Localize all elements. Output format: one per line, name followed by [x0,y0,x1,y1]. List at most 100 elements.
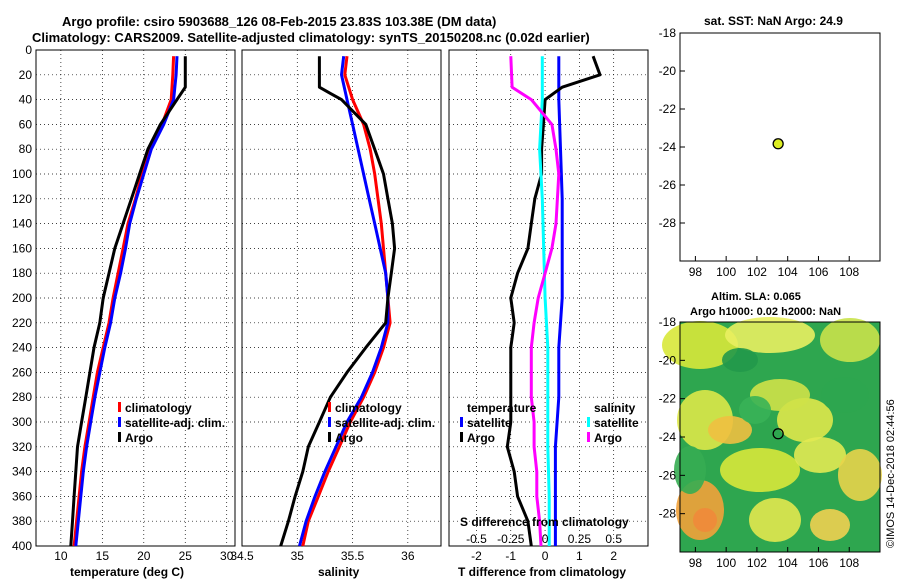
sla-field-blob [708,416,752,444]
salinity-xticks: 34.5 35 35.5 36 [230,549,415,563]
legend-swatch-s-satellite [587,417,590,427]
x-tick-label: 10 [54,549,68,563]
temperature-yticks: 0 20 40 60 80 100 120 140 160 180 200 220 240 260 280 3… [12,43,32,553]
temperature-panel: 0 20 40 60 80 100 120 140 160 180 200 220 240 260 280 3… [12,43,236,579]
legend-satellite: satellite-adj. clim. [335,416,435,430]
sla-heatmap [662,317,882,542]
temperature-xticks: 10 15 20 25 30 [54,549,234,563]
y-tick-label: 120 [12,192,32,206]
sst-panel: sat. SST: NaN Argo: 24.9 98 100 102 104 106 1… [659,14,881,279]
salinity-series [279,56,397,547]
profile-location-marker [772,428,784,440]
series-satellite-adj-clim- [74,56,179,547]
y-tick-label: 200 [12,291,32,305]
legend-s-argo: Argo [594,431,622,445]
difference-panel: -2 -1 0 1 2 -0.5 -0.25 0 0.25 0.5 S difference f… [448,49,649,579]
y-tick-label: -26 [659,468,677,482]
sla-field-blob [810,509,850,541]
sla-field-blob [820,318,880,362]
y-tick-label: -20 [659,64,677,78]
sla-field-blob [749,498,801,542]
legend-swatch-climatology [328,402,331,412]
x-tick-label: 100 [716,556,736,570]
sla-field-blob [674,446,706,494]
x-tick-label: 108 [839,265,859,279]
legend-climatology: climatology [335,401,402,415]
y-tick-label: -26 [659,178,677,192]
legend-swatch-satellite [118,417,121,427]
x-tick-label: 104 [778,265,798,279]
s-tick-label: -0.5 [466,532,487,546]
difference-series [505,55,602,547]
temperature-frame [35,49,236,547]
legend-argo: Argo [335,431,363,445]
series-argo [69,56,187,547]
x-tick-label: -2 [471,549,482,563]
difference-legend: temperature satellite Argo salinity sate… [460,401,639,445]
x-tick-label: 98 [689,265,703,279]
salinity-panel: 34.5 35 35.5 36 salinity climatology satell… [230,49,442,579]
x-tick-label: -1 [505,549,516,563]
salinity-grid [241,49,441,547]
y-tick-label: 360 [12,489,32,503]
sst-points [772,138,784,150]
x-tick-label: 2 [610,549,617,563]
title-line1: Argo profile: csiro 5903688_126 08-Feb-2… [62,14,496,29]
legend-s-satellite: satellite [594,416,639,430]
legend-t-satellite: satellite [467,416,512,430]
series-s-argo [509,56,561,547]
s-tick-label: 0 [542,532,549,546]
legend-swatch-t-argo [460,432,463,442]
temperature-legend: climatology satellite-adj. clim. Argo [118,401,225,445]
difference-s-label: S difference from climatology [460,515,629,529]
x-tick-label: 34.5 [230,549,254,563]
y-tick-label: 180 [12,266,32,280]
sla-field-blob [662,321,738,369]
y-tick-label: 140 [12,217,32,231]
legend-climatology: climatology [125,401,192,415]
y-tick-label: 220 [12,316,32,330]
sla-title2: Argo h1000: 0.02 h2000: NaN [690,306,841,318]
y-tick-label: 380 [12,514,32,528]
x-tick-label: 106 [808,265,828,279]
x-tick-label: 35 [291,549,305,563]
y-tick-label: 40 [19,93,33,107]
y-tick-label: -24 [659,140,677,154]
legend-temperature-title: temperature [467,401,537,415]
x-tick-label: 108 [839,556,859,570]
y-tick-label: 60 [19,117,33,131]
legend-satellite: satellite-adj. clim. [125,416,225,430]
x-tick-label: 104 [778,556,798,570]
profile-location-marker [772,138,784,150]
legend-salinity-title: salinity [594,401,636,415]
sla-field-blob [838,449,882,501]
legend-swatch-climatology [118,402,121,412]
credit: ©IMOS 14-Dec-2018 02:44:56 [885,399,897,548]
legend-swatch-s-argo [587,432,590,442]
y-tick-label: 320 [12,440,32,454]
x-tick-label: 35.5 [341,549,365,563]
sla-field-blob [739,396,771,424]
sst-title: sat. SST: NaN Argo: 24.9 [704,14,843,28]
difference-s-ticks: -0.5 -0.25 0 0.25 0.5 [466,532,622,546]
temperature-xlabel: temperature (deg C) [70,565,184,579]
y-tick-label: 0 [25,43,32,57]
y-tick-label: -22 [659,102,677,116]
y-tick-label: 340 [12,465,32,479]
salinity-frame [241,49,442,547]
x-tick-label: 100 [716,265,736,279]
sst-ticks: 98 100 102 104 106 108 -18 -20 -22 -24 -26 -28 [659,26,860,279]
y-tick-label: 400 [12,539,32,553]
x-tick-label: 102 [747,556,767,570]
legend-t-argo: Argo [467,431,495,445]
series-s-satellite [538,56,551,546]
x-tick-label: 25 [179,549,193,563]
legend-swatch-t-satellite [460,417,463,427]
sla-points [772,428,784,440]
title-line2: Climatology: CARS2009. Satellite-adjuste… [32,30,590,45]
difference-xticks: -2 -1 0 1 2 [471,549,617,563]
y-tick-label: -28 [659,216,677,230]
sla-field-blob [720,448,800,492]
sla-title1: Altim. SLA: 0.065 [711,291,801,303]
